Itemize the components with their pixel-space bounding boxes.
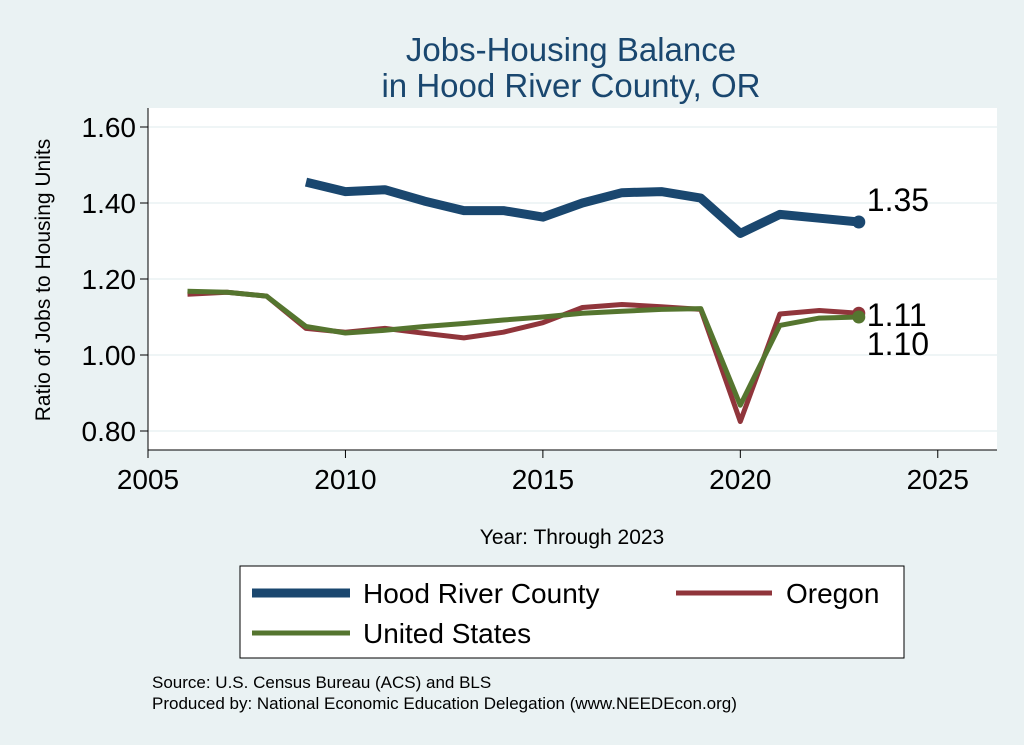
y-tick-label: 0.80 (82, 416, 137, 447)
series-end-marker-united-states (852, 310, 866, 324)
legend-label-oregon: Oregon (786, 578, 879, 609)
y-tick-label: 1.60 (82, 112, 137, 143)
x-axis-label: Year: Through 2023 (480, 526, 665, 549)
legend-label-united-states: United States (363, 618, 531, 649)
x-axis-ticks: 2005 2010 2015 2020 2025 (117, 450, 969, 495)
chart-title-line-2: in Hood River County, OR (381, 67, 760, 104)
y-tick-label: 1.00 (82, 340, 137, 371)
gridlines (148, 126, 997, 432)
series-end-label-united-states: 1.10 (867, 326, 929, 362)
y-axis-label: Ratio of Jobs to Housing Units (32, 139, 55, 421)
series-line-hood-river-county (304, 177, 860, 238)
series-layer: 1.35 1.111.10 (187, 177, 929, 424)
legend: Hood River County Oregon United States (239, 565, 905, 659)
series-end-label-oregon: 1.11 (867, 297, 927, 333)
series-end-marker-hood-river-county (852, 215, 866, 229)
series-end-label-hood-river-county: 1.35 (867, 182, 929, 218)
x-tick-label: 2010 (314, 464, 376, 495)
y-tick-label: 1.40 (82, 188, 137, 219)
legend-box (239, 565, 905, 659)
x-tick-label: 2020 (709, 464, 771, 495)
y-tick-label: 1.20 (82, 264, 137, 295)
x-tick-label: 2025 (907, 464, 969, 495)
chart-title-line-1: Jobs-Housing Balance (406, 31, 736, 68)
source-note: Source: U.S. Census Bureau (ACS) and BLS (152, 673, 491, 692)
legend-label-hood-river-county: Hood River County (363, 578, 600, 609)
producer-note: Produced by: National Economic Education… (152, 694, 737, 713)
y-axis-ticks: 0.80 1.00 1.20 1.40 1.60 (82, 112, 148, 447)
x-tick-label: 2005 (117, 464, 179, 495)
x-tick-label: 2015 (512, 464, 574, 495)
series-line-united-states (187, 288, 859, 408)
